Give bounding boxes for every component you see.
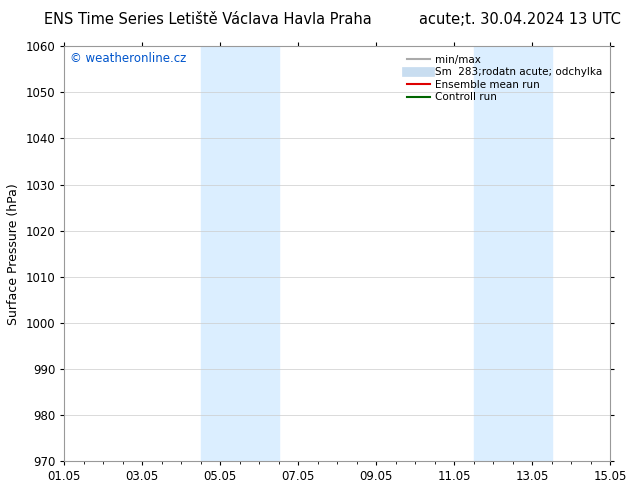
Legend: min/max, Sm  283;rodatn acute; odchylka, Ensemble mean run, Controll run: min/max, Sm 283;rodatn acute; odchylka, … — [403, 51, 605, 105]
Y-axis label: Surface Pressure (hPa): Surface Pressure (hPa) — [7, 183, 20, 324]
Text: © weatheronline.cz: © weatheronline.cz — [70, 52, 186, 66]
Bar — [201, 46, 279, 461]
Text: acute;t. 30.04.2024 13 UTC: acute;t. 30.04.2024 13 UTC — [420, 12, 621, 27]
Bar — [474, 46, 552, 461]
Text: ENS Time Series Letiště Václava Havla Praha: ENS Time Series Letiště Václava Havla Pr… — [44, 12, 372, 27]
